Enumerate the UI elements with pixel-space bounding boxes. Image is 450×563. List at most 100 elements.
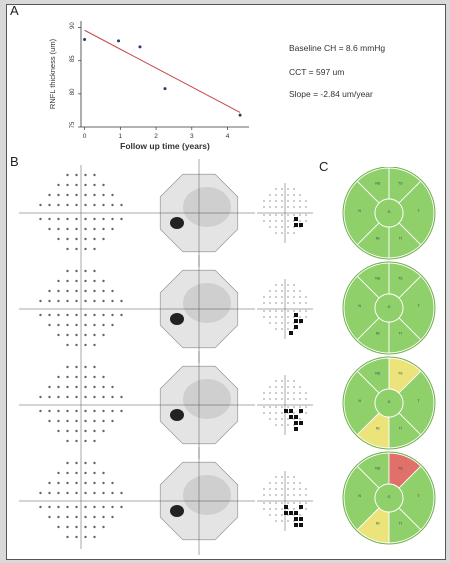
- pd-dot: [263, 502, 265, 504]
- vf-value-dot: [111, 193, 114, 197]
- vf-value-dot: [75, 481, 78, 485]
- vf-value-dot: [93, 203, 96, 207]
- vf-value-dot: [111, 505, 114, 509]
- pd-dot: [269, 290, 271, 292]
- pd-dot: [293, 194, 295, 196]
- sector-label: G: [388, 305, 391, 309]
- vf-value-dot: [102, 279, 105, 283]
- pd-defect: [284, 511, 288, 515]
- pd-dot: [281, 386, 283, 388]
- pd-dot: [281, 226, 283, 228]
- vf-value-dot: [48, 203, 51, 207]
- vf-value-dot: [75, 515, 78, 519]
- pd-dot: [269, 406, 271, 408]
- pd-dot: [263, 214, 265, 216]
- vf-value-dot: [48, 299, 51, 303]
- vf-value-dot: [66, 333, 69, 337]
- vf-value-dot: [120, 409, 123, 413]
- pd-dot: [287, 194, 289, 196]
- sector-label: NI: [376, 331, 380, 335]
- pd-defect: [299, 421, 303, 425]
- pd-dot: [287, 220, 289, 222]
- vf-value-dot: [57, 333, 60, 337]
- pd-dot: [287, 290, 289, 292]
- vf-value-dot: [66, 269, 69, 273]
- vf-value-dot: [75, 183, 78, 187]
- pd-dot: [299, 386, 301, 388]
- pd-dot: [275, 514, 277, 516]
- sector-label: NS: [375, 182, 381, 186]
- vf-value-dot: [39, 395, 42, 399]
- pd-dot: [287, 392, 289, 394]
- pd-dot: [275, 520, 277, 522]
- blind-spot: [170, 217, 184, 229]
- sector-label: TI: [399, 236, 402, 240]
- pd-dot: [287, 488, 289, 490]
- sector-label: NS: [375, 467, 381, 471]
- figure-panel: A B C 0 1 2 3 4 75 80 85 90 RNFL thickness (um) Fo…: [6, 3, 446, 560]
- pd-dot: [287, 310, 289, 312]
- pd-dot: [263, 488, 265, 490]
- sector-label: G: [388, 210, 391, 214]
- trend-line: [84, 29, 241, 113]
- pd-dot: [269, 310, 271, 312]
- vf-value-dot: [75, 525, 78, 529]
- vf-value-dot: [102, 491, 105, 495]
- vf-value-dot: [75, 313, 78, 317]
- pd-dot: [293, 188, 295, 190]
- vf-value-dot: [48, 217, 51, 221]
- vf-value-dot: [93, 217, 96, 221]
- pd-dot: [305, 310, 307, 312]
- pd-dot: [275, 296, 277, 298]
- pd-dot: [293, 392, 295, 394]
- pd-dot: [305, 398, 307, 400]
- x-axis-label: Follow up time (years): [120, 141, 210, 151]
- vf-value-dot: [102, 375, 105, 379]
- pd-defect: [294, 217, 298, 221]
- pd-defect: [294, 313, 298, 317]
- vf-value-dot: [84, 183, 87, 187]
- vf-value-dot: [93, 183, 96, 187]
- vf-value-dot: [93, 299, 96, 303]
- vf-value-dot: [93, 491, 96, 495]
- vf-value-dot: [75, 237, 78, 241]
- pd-defect: [294, 523, 298, 527]
- vf-value-dot: [57, 313, 60, 317]
- pd-dot: [281, 284, 283, 286]
- vf-value-dot: [102, 505, 105, 509]
- pd-defect: [289, 415, 293, 419]
- pd-dot: [293, 290, 295, 292]
- pd-defect: [299, 223, 303, 227]
- panel-c-letter: C: [319, 159, 329, 174]
- pd-dot: [299, 482, 301, 484]
- greyscale-shade: [183, 187, 231, 227]
- sector-label: N: [358, 209, 361, 213]
- pd-dot: [293, 386, 295, 388]
- pd-defect: [294, 223, 298, 227]
- vf-value-dot: [66, 217, 69, 221]
- data-point: [117, 39, 121, 43]
- vf-value-dot: [84, 279, 87, 283]
- y-tick-label: 75: [70, 121, 76, 128]
- vf-value-dot: [66, 313, 69, 317]
- pd-dot: [293, 398, 295, 400]
- pd-dot: [281, 220, 283, 222]
- pd-dot: [281, 200, 283, 202]
- pd-defect: [299, 319, 303, 323]
- vf-value-dot: [93, 193, 96, 197]
- pd-dot: [299, 406, 301, 408]
- vf-value-dot: [66, 279, 69, 283]
- vf-value-dot: [102, 525, 105, 529]
- cct-text: CCT = 597 um: [289, 67, 345, 77]
- pd-dot: [293, 232, 295, 234]
- pd-dot: [287, 322, 289, 324]
- pd-defect: [289, 331, 293, 335]
- data-point: [238, 113, 242, 117]
- vf-value-dot: [111, 289, 114, 293]
- pd-dot: [275, 310, 277, 312]
- pd-dot: [299, 220, 301, 222]
- vf-value-dot: [111, 217, 114, 221]
- vf-value-dot: [102, 203, 105, 207]
- vf-value-dot: [57, 419, 60, 423]
- pd-dot: [275, 380, 277, 382]
